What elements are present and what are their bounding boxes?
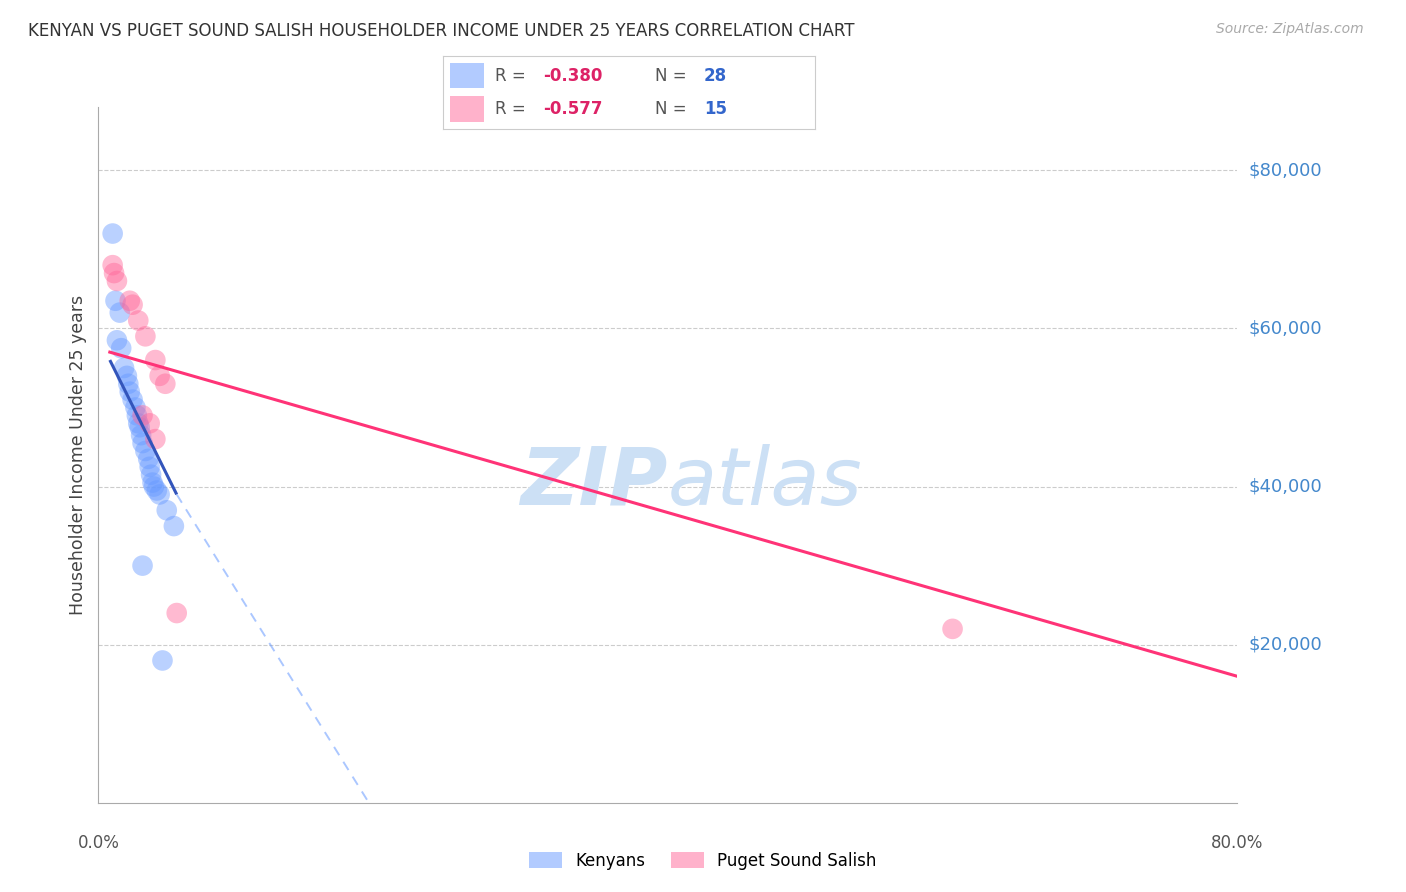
Text: 28: 28	[704, 67, 727, 85]
Point	[127, 417, 149, 431]
Text: atlas: atlas	[668, 443, 863, 522]
Point	[110, 341, 132, 355]
Point	[127, 313, 149, 327]
Text: $80,000: $80,000	[1249, 161, 1322, 179]
Legend: Kenyans, Puget Sound Salish: Kenyans, Puget Sound Salish	[523, 846, 883, 877]
Point	[136, 451, 159, 466]
Point	[131, 409, 153, 423]
Point	[134, 329, 156, 343]
Point	[155, 376, 177, 391]
Point	[104, 293, 127, 308]
Text: $20,000: $20,000	[1249, 636, 1322, 654]
Text: 15: 15	[704, 100, 727, 118]
Point	[129, 428, 152, 442]
Point	[145, 353, 167, 368]
Point	[141, 475, 163, 490]
FancyBboxPatch shape	[450, 62, 484, 88]
Point	[124, 401, 146, 415]
Point	[156, 503, 179, 517]
Point	[105, 333, 128, 347]
Point	[134, 444, 156, 458]
Point	[942, 622, 965, 636]
Point	[139, 467, 162, 482]
Point	[118, 293, 141, 308]
Point	[131, 436, 153, 450]
Text: ZIP: ZIP	[520, 443, 668, 522]
Point	[166, 606, 188, 620]
Point	[115, 368, 138, 383]
Point	[112, 361, 135, 376]
Point	[101, 227, 124, 241]
Point	[121, 392, 143, 407]
Point	[163, 519, 186, 533]
Y-axis label: Householder Income Under 25 years: Householder Income Under 25 years	[69, 295, 87, 615]
FancyBboxPatch shape	[450, 96, 484, 122]
Text: $40,000: $40,000	[1249, 477, 1322, 496]
Text: 80.0%: 80.0%	[1211, 834, 1264, 852]
Point	[103, 266, 125, 280]
Point	[118, 384, 141, 399]
Text: N =: N =	[655, 100, 692, 118]
Point	[145, 432, 167, 446]
Text: -0.380: -0.380	[544, 67, 603, 85]
Point	[152, 653, 174, 667]
Text: R =: R =	[495, 100, 531, 118]
Point	[105, 274, 128, 288]
Text: -0.577: -0.577	[544, 100, 603, 118]
Point	[131, 558, 153, 573]
Point	[138, 459, 160, 474]
Point	[149, 368, 172, 383]
Point	[108, 305, 131, 319]
Point	[125, 409, 148, 423]
Point	[146, 483, 169, 498]
Point	[117, 376, 139, 391]
Text: N =: N =	[655, 67, 692, 85]
Text: $60,000: $60,000	[1249, 319, 1322, 337]
Point	[138, 417, 160, 431]
Point	[142, 479, 165, 493]
Point	[101, 258, 124, 272]
Text: KENYAN VS PUGET SOUND SALISH HOUSEHOLDER INCOME UNDER 25 YEARS CORRELATION CHART: KENYAN VS PUGET SOUND SALISH HOUSEHOLDER…	[28, 22, 855, 40]
Point	[149, 487, 172, 501]
Text: 0.0%: 0.0%	[77, 834, 120, 852]
Point	[128, 420, 150, 434]
Point	[121, 298, 143, 312]
Text: Source: ZipAtlas.com: Source: ZipAtlas.com	[1216, 22, 1364, 37]
Text: R =: R =	[495, 67, 531, 85]
